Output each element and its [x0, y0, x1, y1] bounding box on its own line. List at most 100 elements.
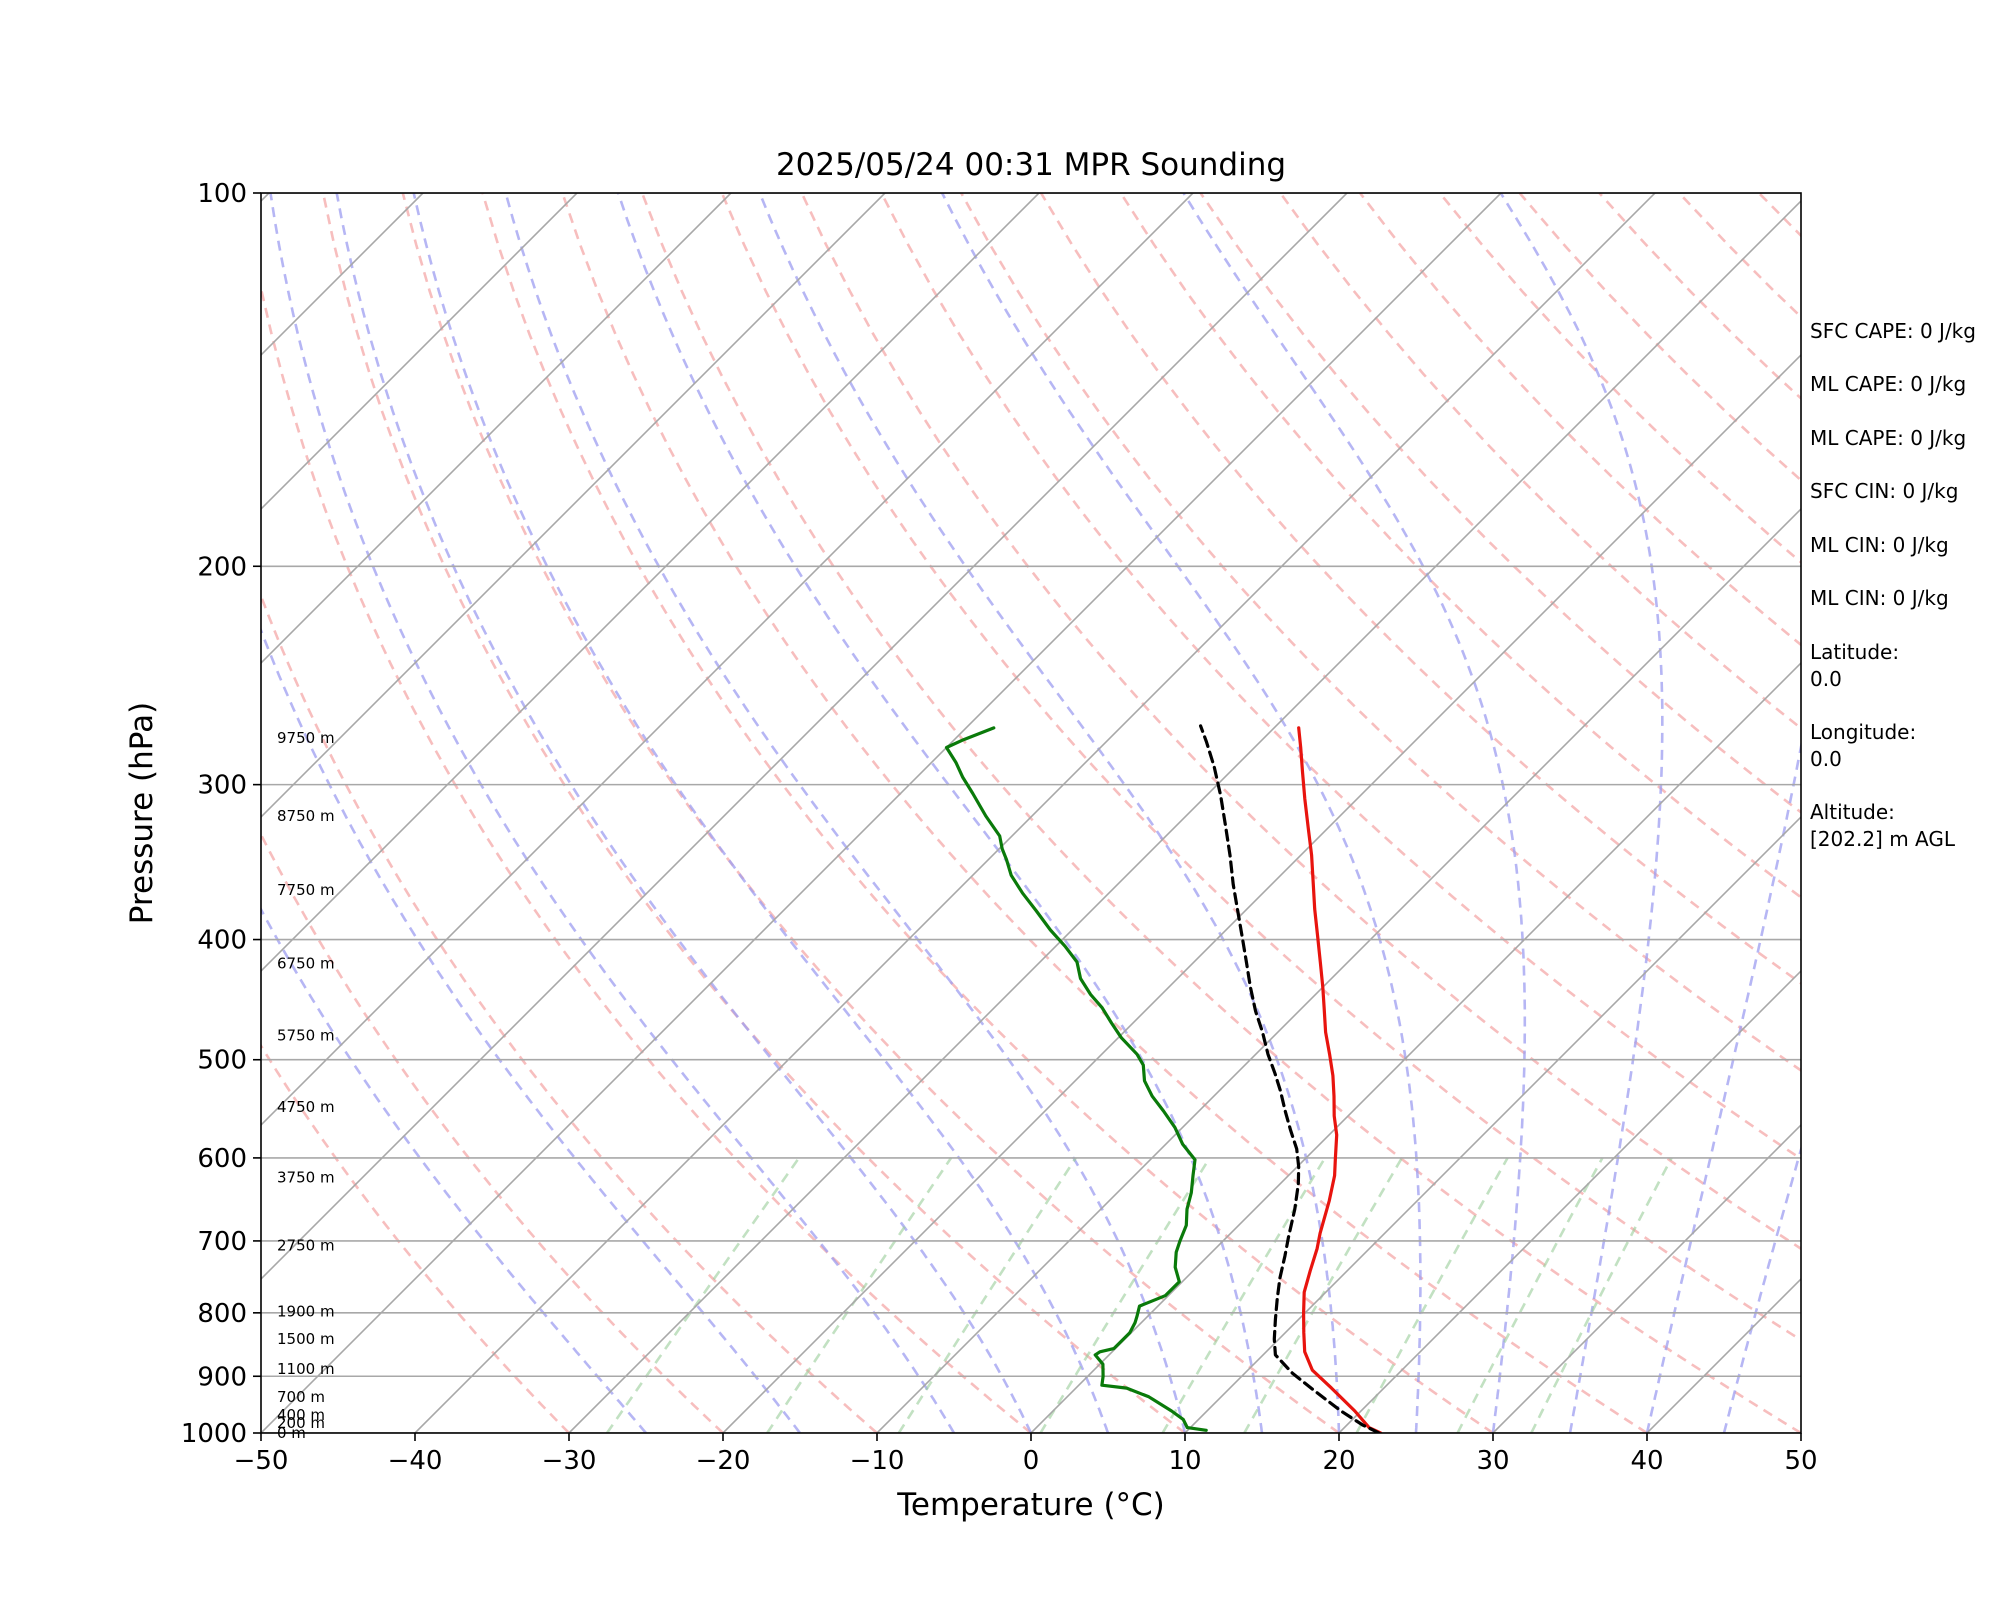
- isotherm: [261, 193, 1040, 973]
- y-tick-label: 600: [197, 1144, 247, 1174]
- moist-adiabat: [1499, 193, 1664, 1433]
- y-tick-label: 200: [197, 552, 247, 582]
- isotherm: [261, 193, 1502, 1433]
- stat-sfc-cin: SFC CIN: 0 J/kg: [1810, 479, 1959, 503]
- x-tick-label: −20: [696, 1446, 751, 1476]
- isotherm: [722, 353, 1801, 1433]
- isotherm: [261, 193, 1194, 1127]
- x-tick-label: 50: [1784, 1446, 1817, 1476]
- dry-adiabat: [800, 193, 1801, 1251]
- isotherm: [1338, 969, 1801, 1433]
- y-tick-label: 1000: [181, 1419, 247, 1449]
- x-tick-label: −30: [542, 1446, 597, 1476]
- isotherm: [1030, 661, 1801, 1433]
- stat-latitude: Latitude: 0.0: [1810, 640, 1900, 691]
- y-axis-title: Pressure (hPa): [124, 702, 160, 924]
- moist-adiabat: [269, 193, 956, 1433]
- moist-adiabat: [1722, 1144, 1801, 1433]
- x-tick-label: −40: [388, 1446, 443, 1476]
- height-label: 9750 m: [277, 729, 335, 747]
- series-line-2: [944, 726, 1208, 1432]
- moist-adiabat: [758, 193, 1341, 1433]
- y-tick-label: 100: [197, 179, 247, 209]
- height-label: 8750 m: [277, 807, 335, 825]
- moist-adiabat: [940, 193, 1422, 1433]
- x-axis: −50 −40 −30 −20 −10 0 10 20 30 40 50: [234, 1433, 1818, 1476]
- dry-adiabat: [640, 193, 1801, 1433]
- stat-ml-cin-2: ML CIN: 0 J/kg: [1810, 586, 1949, 610]
- stat-ml-cin: ML CIN: 0 J/kg: [1810, 533, 1949, 557]
- x-tick-label: 30: [1476, 1446, 1509, 1476]
- dry-adiabat: [1199, 193, 1801, 814]
- series-line-1: [1199, 724, 1381, 1433]
- isobar-grid: [0, 193, 1801, 1433]
- stat-sfc-cape: SFC CAPE: 0 J/kg: [1810, 319, 1976, 343]
- mixing-ratio-line: [1456, 1157, 1604, 1433]
- y-tick-label: 800: [197, 1299, 247, 1329]
- isotherm: [0, 193, 115, 1433]
- dry-adiabat: [1119, 193, 1801, 899]
- isotherm: [261, 193, 732, 665]
- x-tick-label: 0: [1023, 1446, 1040, 1476]
- moist-adiabat: [616, 193, 1264, 1433]
- y-tick-label: 300: [197, 771, 247, 801]
- y-tick-label: 900: [197, 1362, 247, 1392]
- x-axis-title: Temperature (°C): [896, 1487, 1165, 1523]
- height-label: 6750 m: [277, 954, 335, 972]
- height-label: 4750 m: [277, 1098, 335, 1116]
- isotherm: [261, 193, 578, 511]
- x-tick-label: −50: [234, 1446, 289, 1476]
- mixing-ratio-line: [1161, 1157, 1327, 1433]
- mixing-ratio-line: [1530, 1157, 1673, 1433]
- height-label: 3750 m: [277, 1168, 335, 1186]
- height-label: 200 m: [277, 1414, 325, 1432]
- moist-adiabat: [412, 193, 1110, 1433]
- isotherm: [568, 199, 1801, 1433]
- dry-adiabat: [561, 193, 1648, 1433]
- stat-altitude: Altitude: [202.2] m AGL: [1810, 800, 1956, 851]
- plot-frame: [260, 192, 1802, 1434]
- moist-adiabat: [335, 193, 1033, 1433]
- dry-adiabat: [720, 193, 1801, 1342]
- isotherm: [261, 193, 886, 819]
- y-tick-label: 700: [197, 1227, 247, 1257]
- moist-adiabat: [261, 626, 802, 1433]
- mixing-ratio-line: [766, 1157, 953, 1433]
- x-tick-label: 10: [1168, 1446, 1201, 1476]
- series-line-0: [1297, 726, 1383, 1433]
- x-tick-label: 40: [1630, 1446, 1663, 1476]
- dry-adiabat: [321, 193, 1186, 1433]
- height-label: 7750 m: [277, 881, 335, 899]
- dry-adiabat: [1039, 193, 1801, 985]
- sounding-series: [944, 724, 1383, 1433]
- x-tick-label: −10: [850, 1446, 905, 1476]
- isotherm: [261, 193, 1348, 1281]
- x-tick-label: 20: [1322, 1446, 1355, 1476]
- height-labels: 9750 m 8750 m 7750 m 6750 m 5750 m 4750 m 3750…: [277, 729, 335, 1442]
- isotherm: [414, 193, 1656, 1433]
- y-tick-label: 400: [197, 926, 247, 956]
- isotherm: [876, 507, 1801, 1433]
- height-label: 1900 m: [277, 1302, 335, 1320]
- height-label: 700 m: [277, 1388, 325, 1406]
- dry-adiabat: [261, 831, 724, 1433]
- mixing-ratio-line: [1039, 1157, 1211, 1433]
- isotherm: [1492, 1123, 1801, 1433]
- moist-adiabat: [261, 906, 647, 1433]
- height-label: 1100 m: [277, 1360, 335, 1378]
- y-axis: 100 200 300 400 500 600 700 800 900 1000: [181, 179, 261, 1449]
- moist-adiabat: [1645, 740, 1801, 1433]
- height-label: 1500 m: [277, 1330, 335, 1348]
- dry-adiabat: [261, 281, 1032, 1433]
- isotherm: [1184, 815, 1801, 1433]
- moist-adiabat: [1182, 193, 1527, 1433]
- stat-ml-cape: ML CAPE: 0 J/kg: [1810, 372, 1967, 396]
- moist-adiabat: [504, 193, 1187, 1433]
- height-label: 2750 m: [277, 1237, 335, 1255]
- stat-longitude: Longitude: 0.0: [1810, 720, 1917, 771]
- dry-adiabat: [261, 592, 878, 1433]
- height-label: 5750 m: [277, 1026, 335, 1044]
- stat-ml-cape-2: ML CAPE: 0 J/kg: [1810, 426, 1967, 450]
- dry-adiabat: [880, 193, 1801, 1161]
